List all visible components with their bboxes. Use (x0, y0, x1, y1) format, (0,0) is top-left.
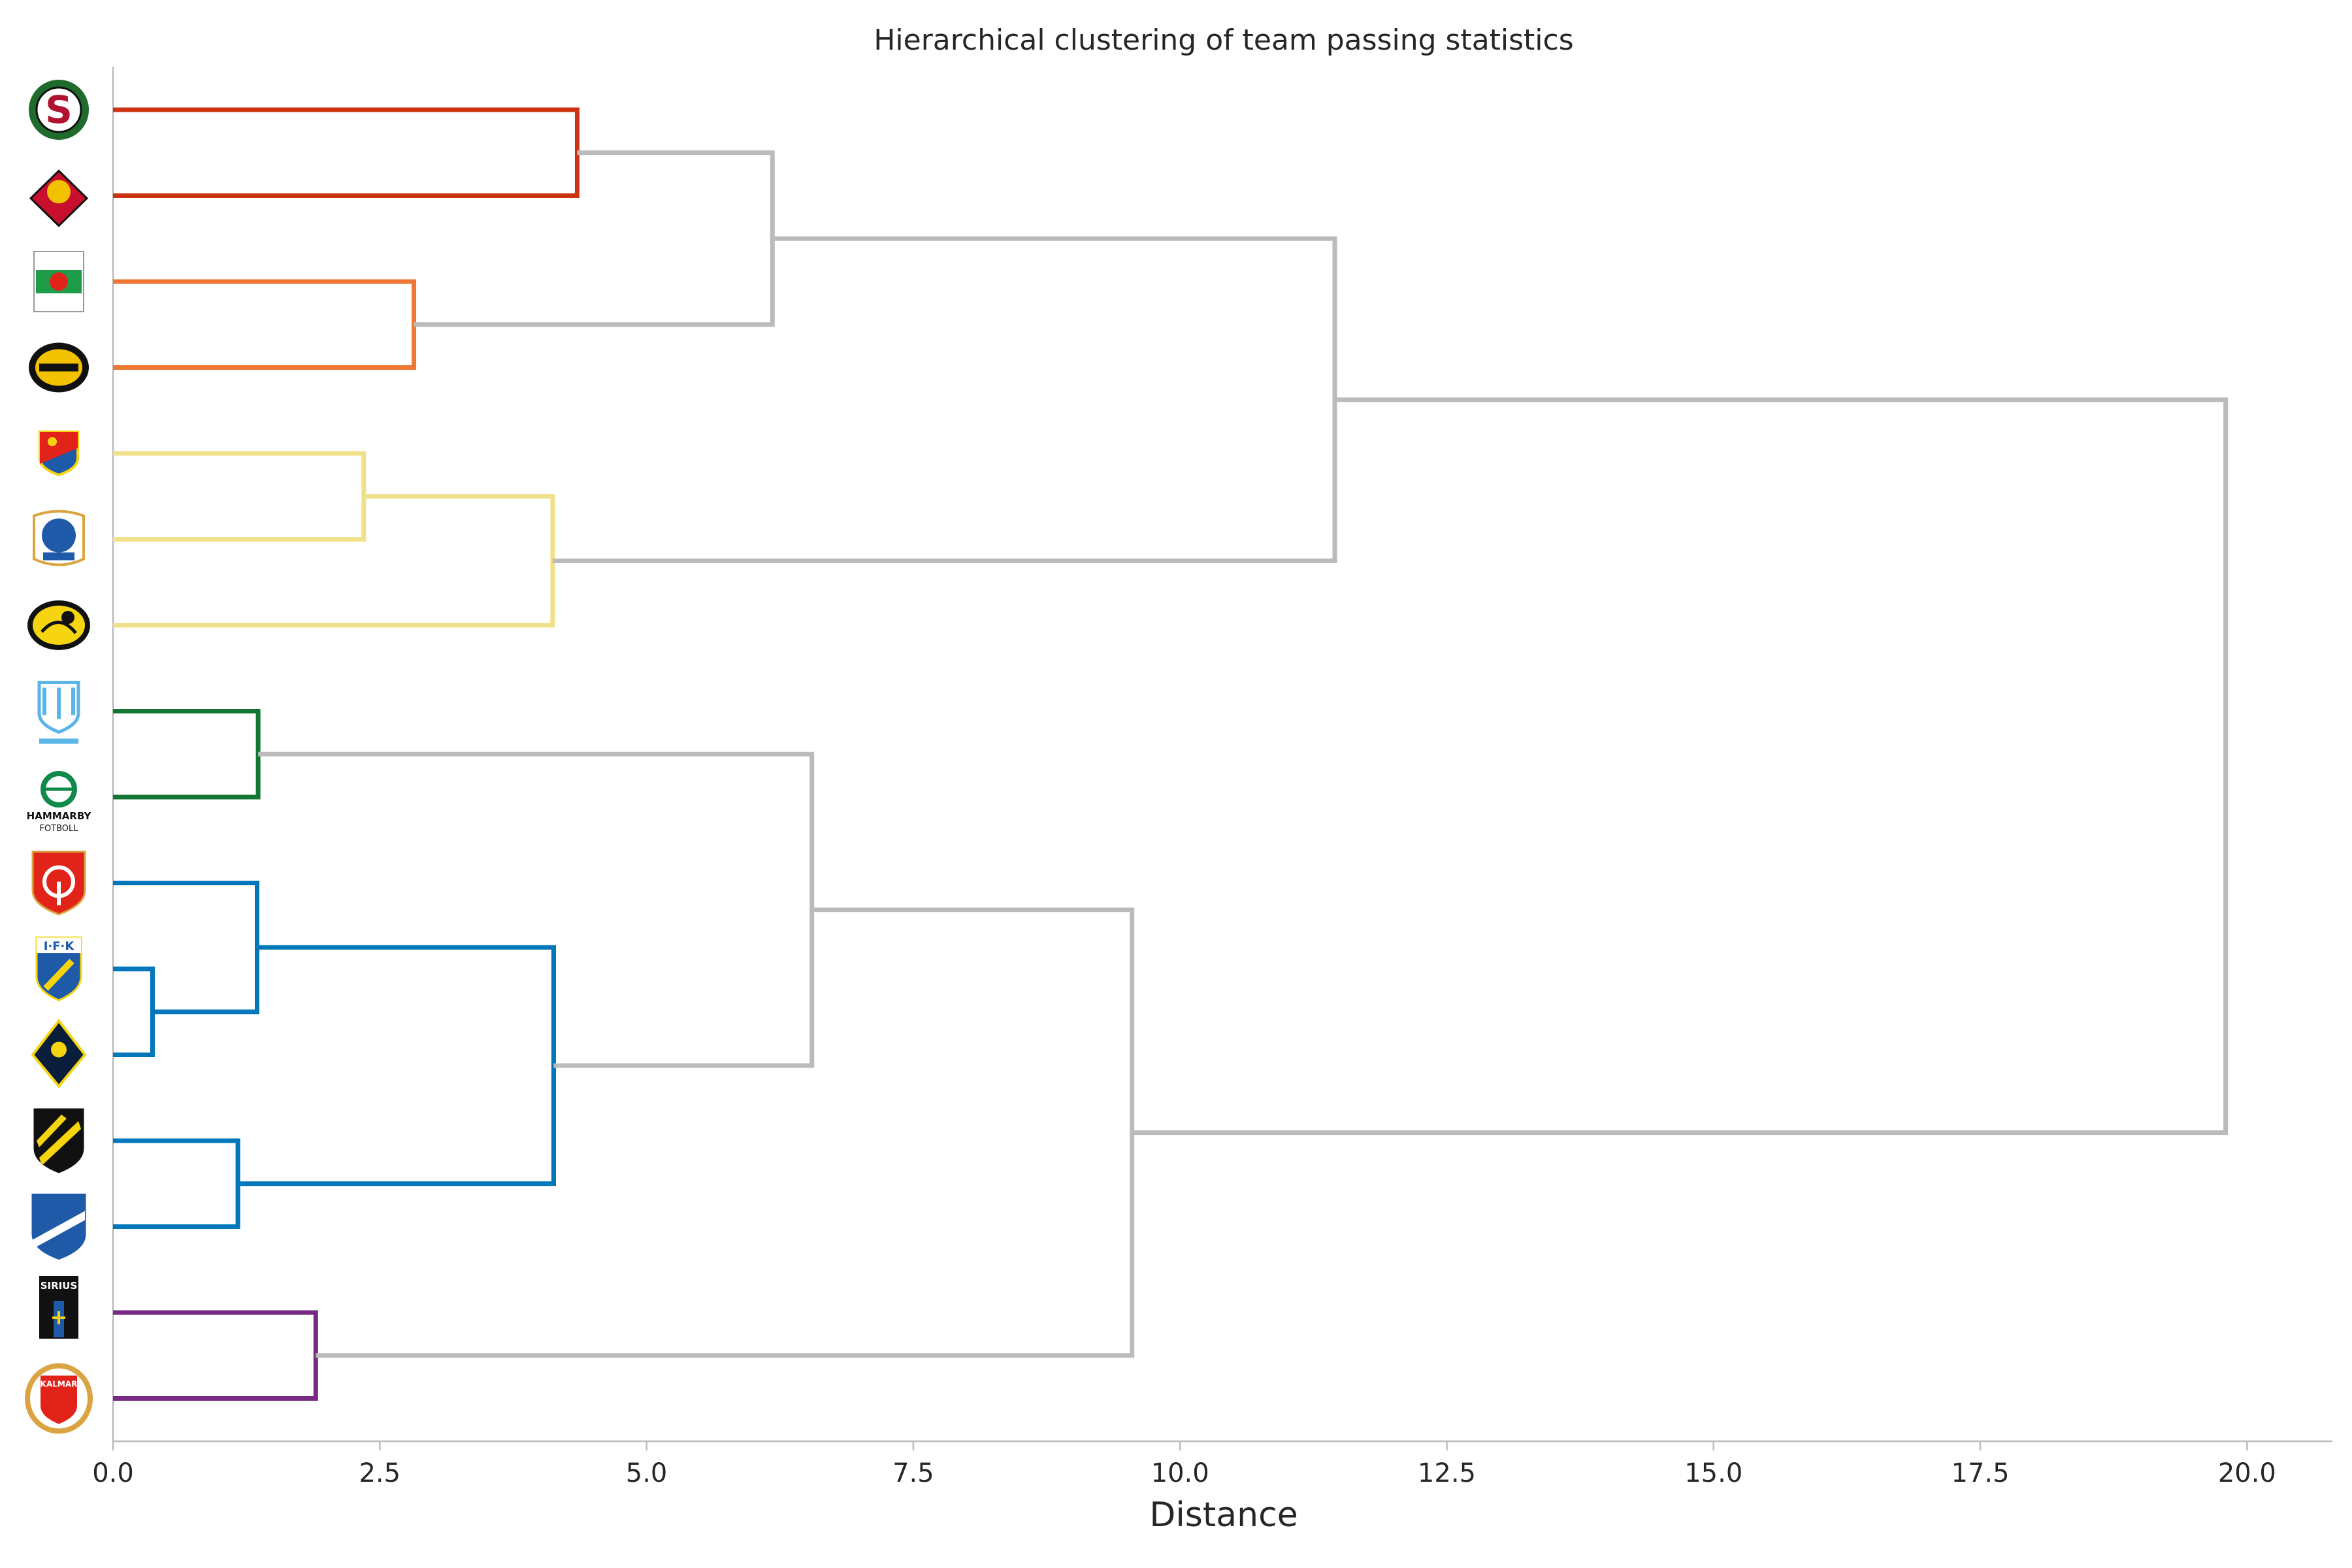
malmo-logo (37, 681, 80, 744)
dendrogram-link (113, 451, 367, 542)
sirius-logo: SIRIUS (39, 1276, 78, 1339)
halmstad-logo (33, 510, 85, 566)
x-tick-label: 12.5 (1418, 1458, 1476, 1488)
leaf-logos: S HAMMARBY FOTBOLL I·F·K SIRIUS KALMAR (25, 80, 93, 1434)
varberg-logo (33, 251, 84, 312)
hammarby-logo: HAMMARBY FOTBOLL (27, 771, 92, 834)
djurgarden-logo (39, 431, 79, 477)
x-axis-label: Distance (1149, 1495, 1298, 1535)
dendrogram-link (113, 279, 417, 370)
x-tick-label: 2.5 (359, 1458, 400, 1488)
kalmar-logo: KALMAR (25, 1363, 93, 1434)
dendrogram-link (238, 945, 557, 1186)
dendrogram-link (113, 1310, 318, 1401)
dendrogram-link (1132, 397, 2229, 1135)
x-tick-label: 5.0 (626, 1458, 668, 1488)
dendrogram-link (113, 1138, 240, 1229)
hacken-logo (33, 1108, 84, 1173)
dendrogram-link (113, 966, 155, 1057)
degerfors-logo (31, 851, 86, 916)
dendrogram-link (552, 236, 1337, 563)
goteborg-logo: I·F·K (35, 936, 82, 1002)
x-tick-label: 15.0 (1684, 1458, 1742, 1488)
x-tick-label: 7.5 (892, 1458, 934, 1488)
dendrogram-link (316, 907, 1135, 1358)
svg-text:I·F·K: I·F·K (44, 939, 75, 953)
svg-text:FOTBOLL: FOTBOLL (39, 824, 78, 834)
x-tick-label: 20.0 (2218, 1458, 2276, 1488)
x-tick-label: 0.0 (92, 1458, 134, 1488)
ostersund-logo (29, 169, 89, 227)
x-tick-label: 17.5 (1952, 1458, 2010, 1488)
svg-text:SIRIUS: SIRIUS (41, 1280, 78, 1292)
dendrogram-link (113, 494, 555, 628)
x-ticks: 0.0 2.5 5.0 7.5 10.0 12.5 15.0 17.5 20.0 (92, 1441, 2276, 1488)
chart-title: Hierarchical clustering of team passing … (874, 24, 1573, 57)
dendrogram-link (113, 881, 259, 1015)
x-tick-label: 10.0 (1151, 1458, 1209, 1488)
aik-logo (31, 1019, 87, 1088)
dendrogram-links (113, 107, 2229, 1401)
dendrogram-link (113, 107, 580, 198)
svg-text:KALMAR: KALMAR (41, 1380, 78, 1389)
svg-text:S: S (45, 88, 73, 132)
elfsborg-logo (27, 600, 90, 650)
mjallby-logo (29, 342, 89, 393)
svg-text:HAMMARBY: HAMMARBY (27, 810, 92, 822)
norrkoping-logo (31, 1194, 86, 1260)
orebro-logo: S (29, 80, 89, 140)
dendrogram-link (258, 751, 815, 1068)
axes (112, 67, 2332, 1443)
dendrogram-link (113, 709, 261, 800)
dendrogram-link (414, 150, 775, 327)
